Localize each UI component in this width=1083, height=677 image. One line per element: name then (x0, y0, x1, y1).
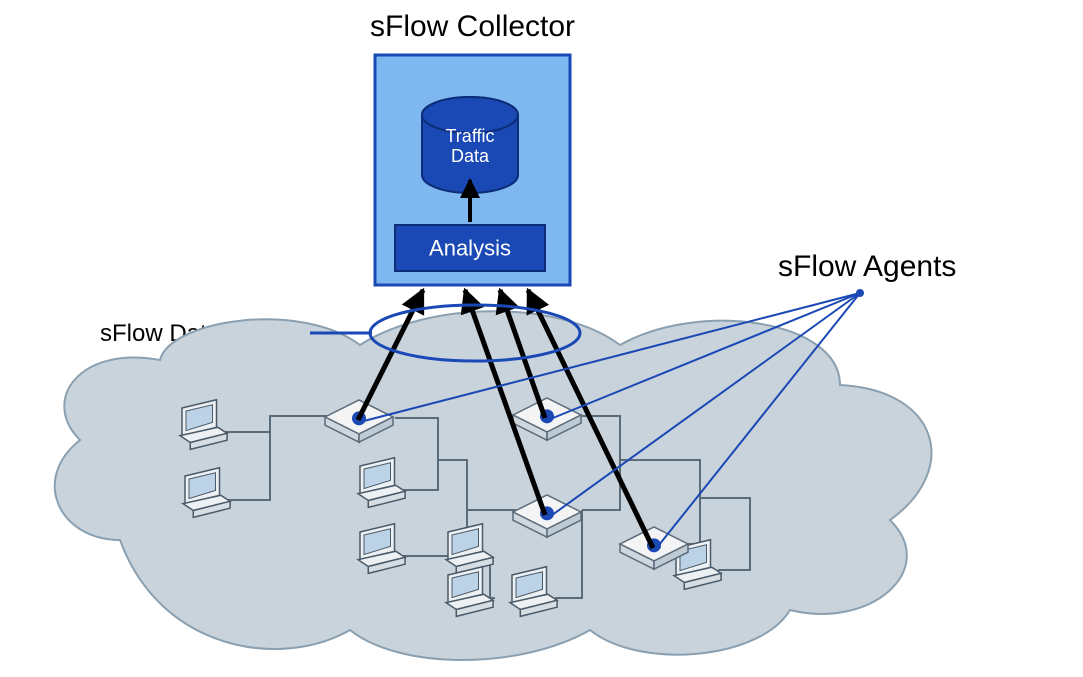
db-label-1: Traffic (445, 126, 494, 146)
analysis-label: Analysis (429, 236, 511, 261)
diagram-canvas: TrafficData Analysis (0, 0, 1083, 677)
collector-box: TrafficData Analysis (375, 55, 570, 285)
agent-origin-dot (856, 289, 864, 297)
db-label-2: Data (451, 146, 490, 166)
